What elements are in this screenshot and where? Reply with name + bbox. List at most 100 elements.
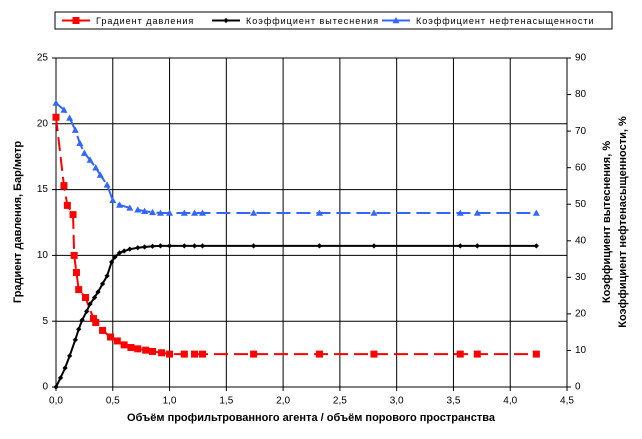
marker <box>112 254 118 260</box>
marker <box>135 245 141 251</box>
x-tick-label: 1,0 <box>163 396 177 407</box>
marker <box>191 209 199 216</box>
y2-axis-title: Коэффициент нефтенасыщенности, % <box>617 116 629 328</box>
marker <box>158 349 166 357</box>
marker <box>116 201 124 208</box>
marker <box>141 207 149 214</box>
marker <box>92 319 100 327</box>
y2-tick-label: 90 <box>575 53 587 64</box>
marker <box>76 139 84 146</box>
marker <box>180 209 188 216</box>
marker <box>315 209 323 216</box>
marker <box>72 269 80 277</box>
marker <box>95 289 101 295</box>
marker <box>198 209 206 216</box>
marker <box>96 171 104 178</box>
marker <box>532 350 540 358</box>
marker <box>69 211 77 219</box>
y2-tick-label: 80 <box>575 89 587 100</box>
marker <box>72 337 78 343</box>
marker <box>92 164 100 171</box>
marker <box>99 281 106 287</box>
marker <box>533 243 539 249</box>
marker <box>109 259 115 265</box>
legend-label: Коэффициент вытеснения <box>246 16 379 26</box>
marker <box>181 243 187 249</box>
marker <box>126 204 134 211</box>
marker <box>127 344 135 352</box>
marker <box>191 243 198 249</box>
marker <box>157 243 164 249</box>
marker <box>134 206 142 213</box>
marker <box>104 273 110 279</box>
marker <box>166 243 173 249</box>
marker <box>66 114 74 121</box>
marker <box>71 126 79 133</box>
marker <box>149 208 157 216</box>
marker <box>84 308 90 314</box>
y-tick-label: 15 <box>37 184 49 195</box>
legend-label: Коэффициент нефтенасыщенности <box>416 16 595 26</box>
marker <box>53 384 59 390</box>
x-tick-label: 3,0 <box>390 396 404 407</box>
y2-tick-label: 0 <box>575 382 581 393</box>
x-tick-label: 0,5 <box>106 396 120 407</box>
y-tick-label: 25 <box>37 53 49 64</box>
series-line <box>55 117 537 356</box>
marker <box>113 337 121 345</box>
x-axis-title: Объём профильтрованного агента / объём п… <box>127 412 496 424</box>
marker <box>474 243 480 249</box>
legend-box <box>54 11 613 30</box>
marker <box>315 350 323 358</box>
marker <box>62 365 68 371</box>
marker <box>134 345 142 353</box>
y-tick-label: 10 <box>37 250 49 261</box>
x-tick-label: 0,0 <box>49 396 63 407</box>
marker <box>60 182 68 190</box>
marker <box>107 333 115 341</box>
marker <box>142 346 150 354</box>
marker <box>109 196 117 204</box>
marker <box>79 317 85 323</box>
y-axis-title: Градиент давления, Бар/метр <box>12 141 24 304</box>
marker <box>141 244 148 250</box>
marker <box>250 209 258 216</box>
marker <box>371 243 377 249</box>
marker <box>52 99 60 106</box>
marker <box>67 353 73 359</box>
marker <box>70 251 78 259</box>
marker <box>120 341 128 349</box>
marker <box>199 243 206 249</box>
y-tick-label: 0 <box>42 382 48 393</box>
marker <box>250 350 258 358</box>
marker <box>250 243 257 249</box>
x-tick-label: 4,0 <box>503 396 517 407</box>
marker <box>370 209 378 216</box>
marker <box>121 248 127 254</box>
marker <box>316 243 323 249</box>
y2-tick-label: 60 <box>575 162 587 173</box>
legend-marker <box>223 17 229 24</box>
legend: Градиент давления Коэффициент вытеснения К… <box>54 11 613 30</box>
y2-tick-label: 10 <box>575 345 587 356</box>
marker <box>80 149 88 156</box>
plot-border <box>55 57 568 388</box>
marker <box>99 326 107 334</box>
marker <box>116 250 123 256</box>
marker <box>87 301 93 307</box>
marker <box>456 350 464 358</box>
marker <box>76 326 82 332</box>
marker <box>63 201 71 209</box>
legend-marker <box>392 17 400 24</box>
y2-tick-label: 50 <box>575 199 587 210</box>
marker <box>156 209 164 216</box>
x-tick-label: 1,5 <box>219 396 233 407</box>
x-tick-label: 2,0 <box>276 396 290 407</box>
marker <box>82 294 90 302</box>
marker <box>91 294 98 301</box>
marker <box>370 350 378 358</box>
marker <box>57 375 64 381</box>
marker <box>191 350 199 358</box>
y2-axis-title: Коэффициент вытеснения, % <box>601 141 613 303</box>
